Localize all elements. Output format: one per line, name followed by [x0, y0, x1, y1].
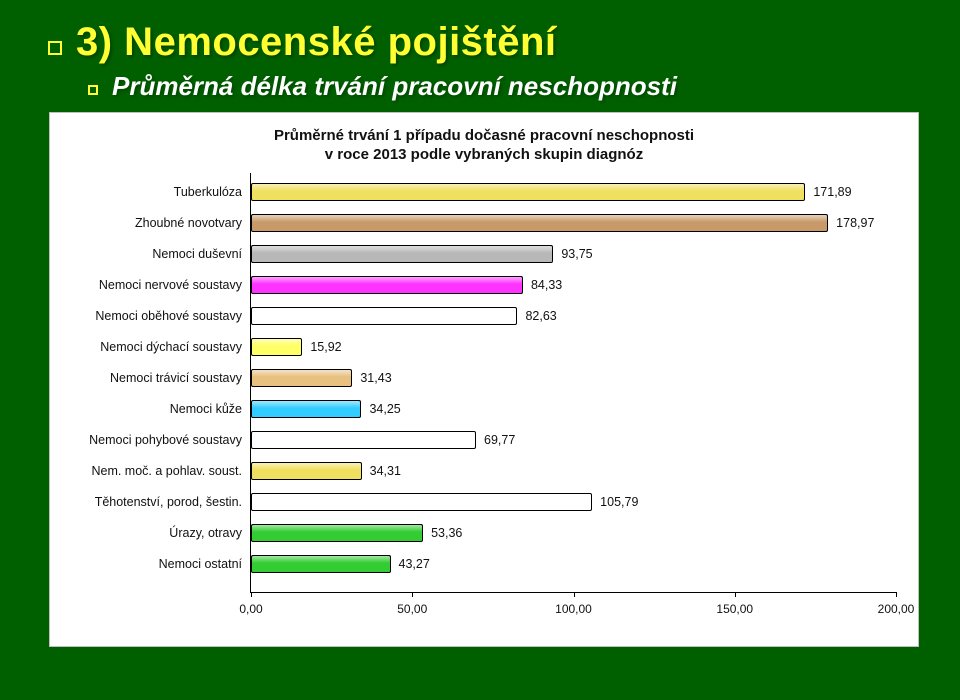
x-tick	[896, 592, 897, 597]
bar-row: 84,33	[251, 276, 896, 294]
x-tick	[574, 592, 575, 597]
value-label: 34,25	[369, 402, 400, 416]
category-label: Tuberkulóza	[174, 185, 242, 199]
slide: 3) Nemocenské pojištění Průměrná délka t…	[0, 0, 960, 700]
x-tick-label: 50,00	[397, 602, 427, 616]
bar	[251, 245, 553, 263]
bar-row: 53,36	[251, 524, 896, 542]
category-label: Nem. moč. a pohlav. soust.	[91, 464, 242, 478]
value-label: 82,63	[525, 309, 556, 323]
value-label: 84,33	[531, 278, 562, 292]
chart-title-line2: v roce 2013 podle vybraných skupin diagn…	[325, 146, 643, 163]
slide-title: 3) Nemocenské pojištění	[76, 20, 557, 65]
x-tick-label: 150,00	[716, 602, 753, 616]
category-label: Zhoubné novotvary	[135, 216, 242, 230]
value-label: 15,92	[310, 340, 341, 354]
slide-subtitle: Průměrná délka trvání pracovní neschopno…	[112, 71, 677, 102]
category-label: Nemoci duševní	[152, 247, 242, 261]
bar-row: 34,25	[251, 400, 896, 418]
chart-body: Tuberkulóza Zhoubné novotvary Nemoci dušev…	[60, 173, 908, 633]
y-axis-labels: Tuberkulóza Zhoubné novotvary Nemoci dušev…	[60, 173, 248, 593]
bar	[251, 338, 302, 356]
category-label: Těhotenství, porod, šestin.	[95, 495, 242, 509]
bar-row: 69,77	[251, 431, 896, 449]
chart-title: Průměrné trvání 1 případu dočasné pracov…	[60, 127, 908, 165]
category-label: Nemoci kůže	[170, 402, 242, 416]
category-label: Nemoci ostatní	[159, 557, 242, 571]
x-tick	[735, 592, 736, 597]
bar	[251, 214, 828, 232]
bar	[251, 431, 476, 449]
bar	[251, 369, 352, 387]
x-tick-label: 100,00	[555, 602, 592, 616]
bar	[251, 462, 362, 480]
value-label: 178,97	[836, 216, 874, 230]
chart-title-line1: Průměrné trvání 1 případu dočasné pracov…	[274, 127, 694, 144]
bar	[251, 493, 592, 511]
category-label: Nemoci nervové soustavy	[99, 278, 242, 292]
chart-card: Průměrné trvání 1 případu dočasné pracov…	[49, 112, 919, 647]
x-tick-label: 200,00	[878, 602, 915, 616]
title-row: 3) Nemocenské pojištění	[48, 20, 920, 65]
bar-row: 34,31	[251, 462, 896, 480]
value-label: 69,77	[484, 433, 515, 447]
plot-area: 0,0050,00100,00150,00200,00171,89178,979…	[250, 173, 896, 593]
bar-row: 178,97	[251, 214, 896, 232]
value-label: 34,31	[370, 464, 401, 478]
x-tick	[412, 592, 413, 597]
bar-row: 93,75	[251, 245, 896, 263]
bar-row: 105,79	[251, 493, 896, 511]
bar-row: 15,92	[251, 338, 896, 356]
bullet-icon	[48, 41, 62, 55]
value-label: 31,43	[360, 371, 391, 385]
value-label: 53,36	[431, 526, 462, 540]
value-label: 105,79	[600, 495, 638, 509]
bar	[251, 307, 517, 325]
bar-row: 31,43	[251, 369, 896, 387]
category-label: Nemoci oběhové soustavy	[95, 309, 242, 323]
x-tick-label: 0,00	[239, 602, 262, 616]
bar-row: 43,27	[251, 555, 896, 573]
value-label: 43,27	[399, 557, 430, 571]
sub-bullet-icon	[88, 85, 98, 95]
bar-row: 171,89	[251, 183, 896, 201]
bar	[251, 276, 523, 294]
bar	[251, 555, 391, 573]
bar	[251, 400, 361, 418]
category-label: Nemoci trávicí soustavy	[110, 371, 242, 385]
bar	[251, 524, 423, 542]
value-label: 171,89	[813, 185, 851, 199]
bar-row: 82,63	[251, 307, 896, 325]
x-tick	[251, 592, 252, 597]
subtitle-row: Průměrná délka trvání pracovní neschopno…	[88, 71, 920, 102]
category-label: Nemoci dýchací soustavy	[100, 340, 242, 354]
value-label: 93,75	[561, 247, 592, 261]
category-label: Nemoci pohybové soustavy	[89, 433, 242, 447]
category-label: Úrazy, otravy	[169, 526, 242, 540]
bar	[251, 183, 805, 201]
